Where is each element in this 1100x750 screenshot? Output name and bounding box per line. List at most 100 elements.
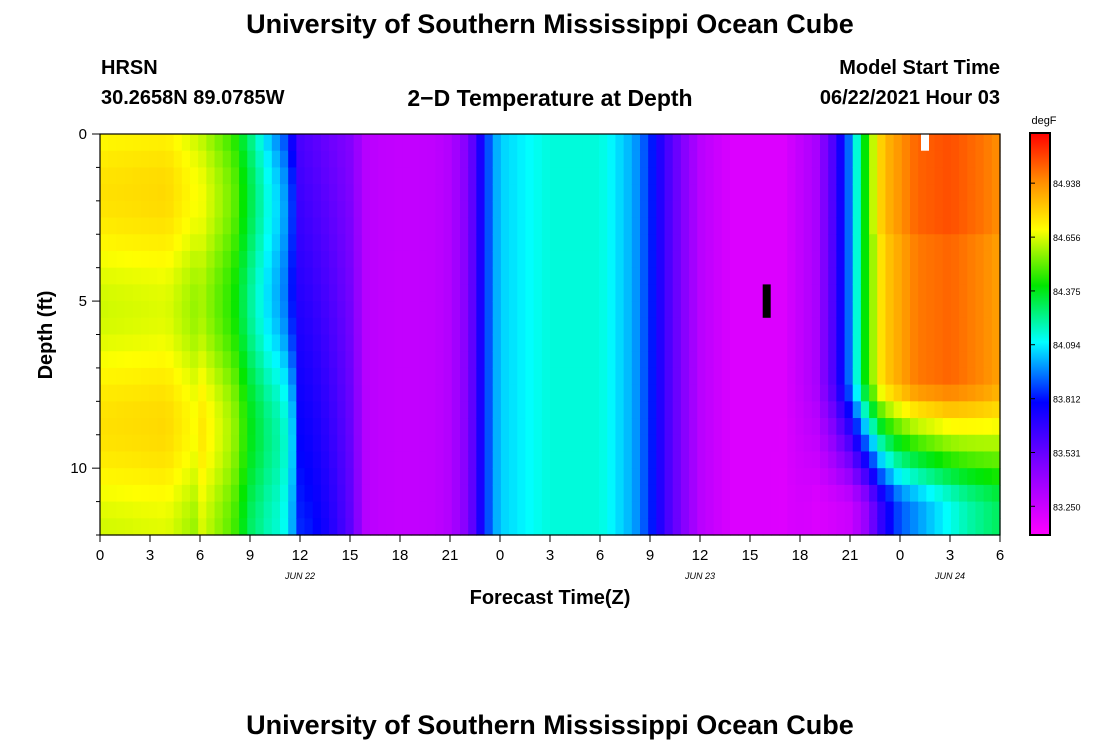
heatmap-cell <box>337 351 347 369</box>
heatmap-cell <box>410 351 420 369</box>
heatmap-cell <box>263 384 273 402</box>
heatmap-cell <box>852 501 862 519</box>
heatmap-cell <box>247 284 257 302</box>
heatmap-cell <box>394 184 404 202</box>
heatmap-cell <box>664 267 674 285</box>
heatmap-cell <box>574 334 584 352</box>
heatmap-cell <box>795 518 805 536</box>
heatmap-cell <box>918 418 927 436</box>
heatmap-cell <box>157 367 167 386</box>
heatmap-cell <box>689 384 698 402</box>
heatmap-cell <box>648 134 657 152</box>
heatmap-cell <box>697 434 707 453</box>
heatmap-cell <box>885 384 895 402</box>
heatmap-cell <box>533 468 543 486</box>
heatmap-cell <box>901 484 911 503</box>
heatmap-cell <box>795 468 805 486</box>
heatmap-cell <box>836 418 846 436</box>
heatmap-cell <box>738 217 747 235</box>
heatmap-cell <box>558 234 567 252</box>
heatmap-cell <box>942 451 952 469</box>
heatmap-cell <box>959 284 968 302</box>
heatmap-cell <box>697 184 707 202</box>
heatmap-cell <box>590 367 600 386</box>
heatmap-cell <box>615 434 625 453</box>
heatmap-cell <box>746 284 756 302</box>
heatmap-cell <box>558 250 567 269</box>
heatmap-cell <box>967 351 977 369</box>
heatmap-cell <box>991 284 1001 302</box>
heatmap-cell <box>705 234 715 252</box>
heatmap-cell <box>435 200 445 219</box>
heatmap-cell <box>541 434 551 453</box>
heatmap-cell <box>108 468 117 486</box>
heatmap-cell <box>918 267 927 285</box>
heatmap-cell <box>280 434 289 453</box>
heatmap-cell <box>754 451 764 469</box>
heatmap-cell <box>337 334 347 352</box>
heatmap-cell <box>280 401 289 419</box>
heatmap-cell <box>648 401 657 419</box>
heatmap-cell <box>959 267 968 285</box>
heatmap-cell <box>206 301 216 319</box>
heatmap-cell <box>877 284 887 302</box>
heatmap-cell <box>312 200 322 219</box>
heatmap-cell <box>468 217 477 235</box>
heatmap-cell <box>239 334 248 352</box>
heatmap-cell <box>942 484 952 503</box>
heatmap-cell <box>648 250 657 269</box>
heatmap-cell <box>566 317 576 336</box>
heatmap-cell <box>484 367 494 386</box>
heatmap-cell <box>607 284 617 302</box>
heatmap-cell <box>607 468 617 486</box>
heatmap-cell <box>288 234 297 252</box>
heatmap-cell <box>860 351 870 369</box>
heatmap-cell <box>525 401 535 419</box>
heatmap-cell <box>345 200 355 219</box>
heatmap-cell <box>320 418 330 436</box>
heatmap-cell <box>787 150 797 169</box>
heatmap-cell <box>198 167 207 185</box>
heatmap-cell <box>893 250 903 269</box>
heatmap-cell <box>312 301 322 319</box>
heatmap-cell <box>149 401 158 419</box>
heatmap-cell <box>550 384 559 402</box>
heatmap-cell <box>124 284 134 302</box>
heatmap-cell <box>468 200 477 219</box>
heatmap-cell <box>435 501 445 519</box>
heatmap-cell <box>967 518 977 536</box>
heatmap-cell <box>746 334 756 352</box>
heatmap-cell <box>738 200 747 219</box>
heatmap-cell <box>206 518 216 536</box>
heatmap-cell <box>222 317 232 336</box>
heatmap-cell <box>877 150 887 169</box>
heatmap-cell <box>468 518 477 536</box>
heatmap-cell <box>656 150 666 169</box>
heatmap-cell <box>697 267 707 285</box>
heatmap-cell <box>910 267 919 285</box>
heatmap-cell <box>599 518 608 536</box>
heatmap-cell <box>296 284 306 302</box>
heatmap-cell <box>337 518 347 536</box>
heatmap-cell <box>435 418 445 436</box>
heatmap-cell <box>222 284 232 302</box>
heatmap-cell <box>525 284 535 302</box>
heatmap-cell <box>623 501 633 519</box>
heatmap-cell <box>820 217 829 235</box>
heatmap-cell <box>100 284 109 302</box>
heatmap-cell <box>885 217 895 235</box>
heatmap-cell <box>689 250 698 269</box>
heatmap-cell <box>803 317 813 336</box>
heatmap-cell <box>623 351 633 369</box>
heatmap-cell <box>263 284 273 302</box>
heatmap-cell <box>460 150 469 169</box>
heatmap-cell <box>738 451 747 469</box>
heatmap-cell <box>271 384 281 402</box>
heatmap-cell <box>378 267 387 285</box>
heatmap-cell <box>795 351 805 369</box>
heatmap-cell <box>590 351 600 369</box>
heatmap-cell <box>869 200 878 219</box>
heatmap-cell <box>541 267 551 285</box>
heatmap-cell <box>640 284 649 302</box>
heatmap-cell <box>476 167 486 185</box>
